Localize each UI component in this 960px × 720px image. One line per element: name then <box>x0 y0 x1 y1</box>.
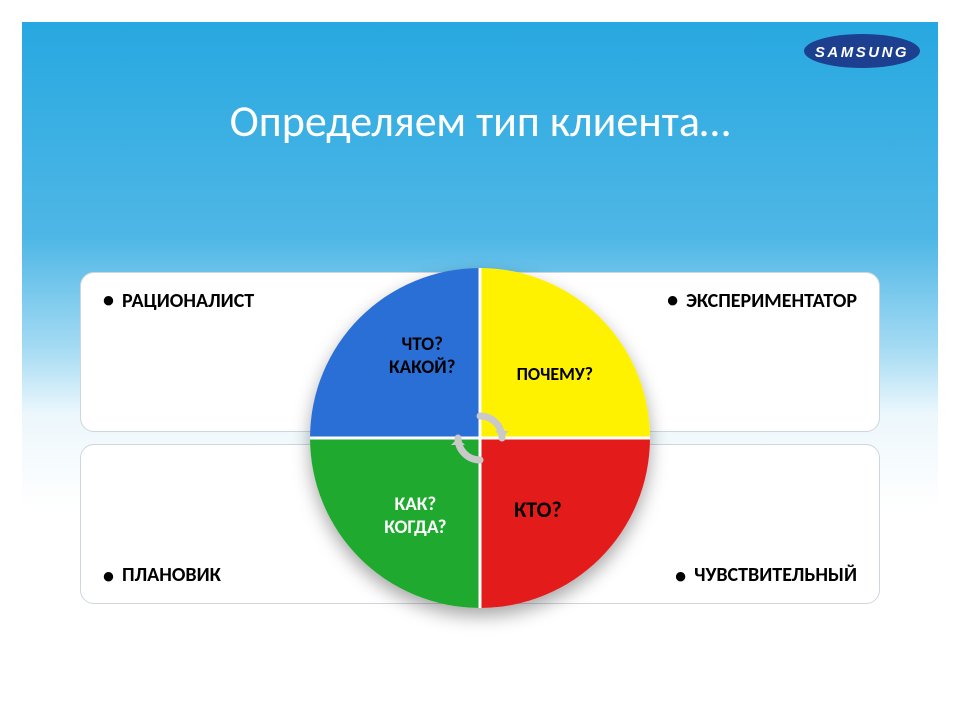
box-label: ПЛАНОВИК <box>122 563 221 587</box>
slide-canvas: SAMSUNG Определяем тип клиента… • РАЦИОН… <box>22 22 938 698</box>
bullet-icon: • <box>103 289 114 311</box>
quadrant-label-tr: ПОЧЕМУ? <box>494 363 616 386</box>
quadrant-label-br: КТО? <box>480 496 596 524</box>
box-label: ЧУВСТВИТЕЛЬНЫЙ <box>694 563 857 587</box>
quadrant-label-bl: КАК?КОГДА? <box>354 493 476 541</box>
svg-text:SAMSUNG: SAMSUNG <box>815 44 909 61</box>
matrix-container: • РАЦИОНАЛИСТ • ЭКСПЕРИМЕНТАТОР • ПЛАНОВ… <box>80 272 880 604</box>
brand-logo: SAMSUNG <box>802 32 922 70</box>
page-title: Определяем тип клиента… <box>22 94 938 148</box>
bullet-icon: • <box>667 289 678 311</box>
cycle-arrows-icon <box>450 408 510 468</box>
bullet-icon: • <box>103 565 114 587</box>
question-wheel: ЧТО?КАКОЙ? ПОЧЕМУ? КАК?КОГДА? КТО? <box>310 268 650 608</box>
box-label: РАЦИОНАЛИСТ <box>122 289 254 313</box>
bullet-icon: • <box>675 565 686 587</box>
box-label: ЭКСПЕРИМЕНТАТОР <box>686 289 857 313</box>
quadrant-label-tl: ЧТО?КАКОЙ? <box>364 333 480 381</box>
